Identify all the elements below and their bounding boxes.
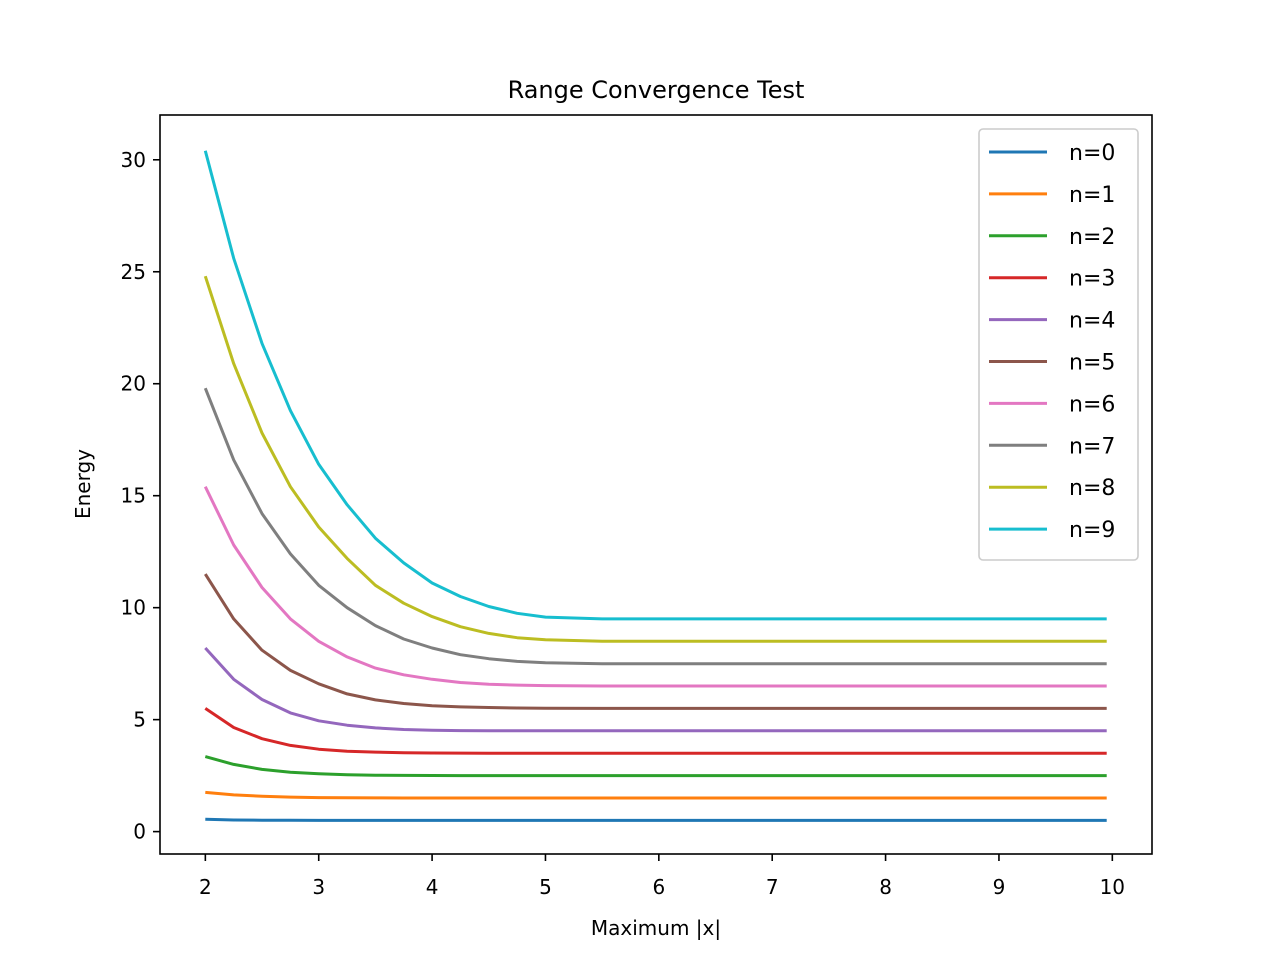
- x-axis-label: Maximum |x|: [591, 916, 721, 940]
- series-line-n7: [203, 387, 1107, 666]
- series-line-n4: [204, 646, 1107, 733]
- y-tick-label: 10: [121, 596, 146, 620]
- legend-label-n9: n=9: [1069, 518, 1115, 543]
- y-tick-label: 20: [121, 372, 146, 396]
- series-line-n8: [203, 275, 1107, 643]
- legend-label-n3: n=3: [1069, 267, 1115, 292]
- y-tick-label: 25: [121, 260, 146, 284]
- series-line-n1: [205, 790, 1107, 800]
- x-tick-label: 10: [1100, 875, 1125, 899]
- y-tick-label: 5: [133, 708, 146, 732]
- legend-label-n7: n=7: [1069, 434, 1115, 459]
- legend: n=0 n=1 n=2 n=3 n=4 n=5 n=6 n=7 n=8 n=9: [978, 128, 1139, 561]
- x-tick-label: 3: [312, 875, 325, 899]
- legend-label-n4: n=4: [1069, 309, 1115, 334]
- x-tick-label: 7: [766, 875, 779, 899]
- series-line-n0: [205, 817, 1107, 822]
- legend-label-n6: n=6: [1069, 392, 1115, 417]
- chart-title: Range Convergence Test: [508, 76, 805, 104]
- legend-label-n8: n=8: [1069, 476, 1115, 501]
- x-tick-label: 9: [993, 875, 1006, 899]
- series-line-n3: [204, 707, 1107, 755]
- legend-label-n0: n=0: [1069, 141, 1115, 166]
- y-tick-label: 30: [121, 148, 146, 172]
- series-line-n5: [204, 573, 1107, 710]
- y-axis-label: Energy: [71, 449, 95, 519]
- x-tick-label: 8: [879, 875, 892, 899]
- plot-frame: [159, 114, 1153, 855]
- legend-label-n5: n=5: [1069, 351, 1115, 376]
- y-tick-label: 0: [133, 820, 146, 844]
- series-line-n9: [203, 150, 1107, 621]
- x-tick-label: 4: [426, 875, 439, 899]
- series-line-n2: [204, 755, 1107, 778]
- series-line-n6: [203, 486, 1107, 688]
- plot-area: 2 3 4 5 6 7 8 9 10 0 5 10 15 20 25 30: [121, 114, 1153, 899]
- legend-label-n1: n=1: [1069, 183, 1115, 208]
- y-tick-label: 15: [121, 484, 146, 508]
- x-tick-label: 6: [652, 875, 665, 899]
- x-tick-label: 5: [539, 875, 552, 899]
- legend-label-n2: n=2: [1069, 225, 1115, 250]
- x-tick-label: 2: [199, 875, 212, 899]
